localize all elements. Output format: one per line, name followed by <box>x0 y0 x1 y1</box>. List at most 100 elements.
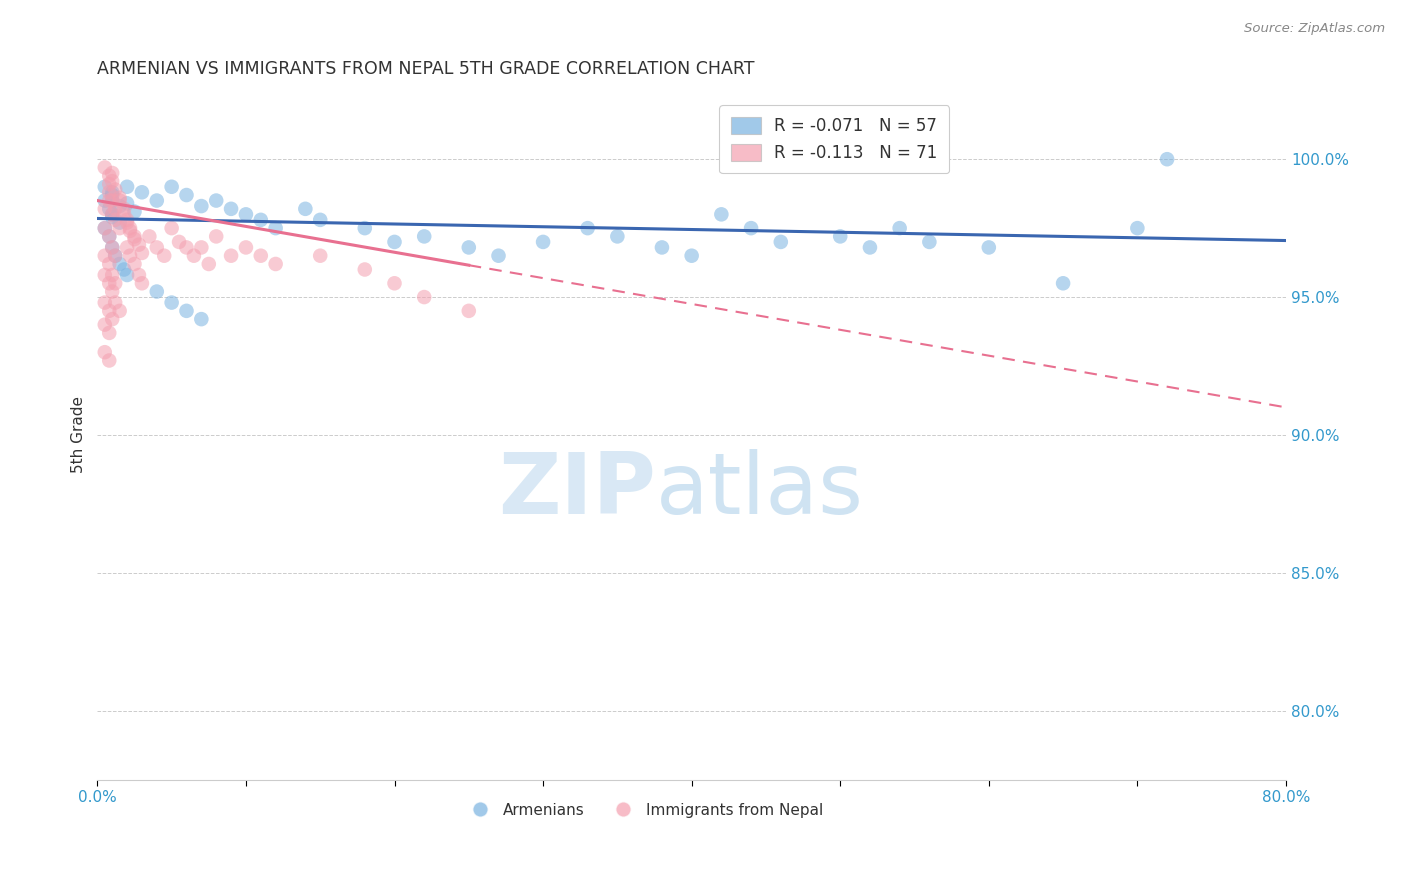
Point <box>94 295 117 310</box>
Point <box>183 249 205 263</box>
Point <box>146 285 169 299</box>
Point <box>219 249 242 263</box>
Point <box>124 229 146 244</box>
Point <box>112 202 135 216</box>
Point <box>101 240 124 254</box>
Point <box>205 229 228 244</box>
Point <box>681 249 703 263</box>
Point <box>94 194 117 208</box>
Point <box>830 229 852 244</box>
Point <box>457 240 479 254</box>
Point <box>108 216 131 230</box>
Point <box>101 194 124 208</box>
Point <box>115 240 138 254</box>
Point <box>101 194 124 208</box>
Point <box>249 212 271 227</box>
Point <box>101 186 124 200</box>
Point <box>160 221 183 235</box>
Point <box>264 257 287 271</box>
Point <box>205 194 228 208</box>
Point <box>309 249 332 263</box>
Point <box>118 221 141 235</box>
Point <box>131 186 153 200</box>
Point <box>101 285 124 299</box>
Point <box>98 229 121 244</box>
Point <box>101 240 124 254</box>
Point <box>118 224 141 238</box>
Point <box>124 204 146 219</box>
Point <box>104 249 127 263</box>
Legend: Armenians, Immigrants from Nepal: Armenians, Immigrants from Nepal <box>458 797 830 823</box>
Point <box>190 199 212 213</box>
Point <box>146 240 169 254</box>
Point <box>108 191 131 205</box>
Point <box>115 196 138 211</box>
Point <box>108 303 131 318</box>
Point <box>1052 277 1074 291</box>
Point <box>104 202 127 216</box>
Point <box>1156 152 1178 166</box>
Point <box>413 229 436 244</box>
Point <box>94 221 117 235</box>
Point <box>124 257 146 271</box>
Point <box>94 249 117 263</box>
Text: ZIP: ZIP <box>498 449 657 532</box>
Point <box>176 240 198 254</box>
Point <box>235 240 257 254</box>
Point <box>98 326 121 340</box>
Point <box>128 237 150 252</box>
Point <box>94 202 117 216</box>
Point <box>197 257 219 271</box>
Point <box>353 262 375 277</box>
Point <box>167 235 190 249</box>
Point <box>98 353 121 368</box>
Point <box>108 257 131 271</box>
Point <box>576 221 599 235</box>
Point <box>94 221 117 235</box>
Point <box>309 212 332 227</box>
Point <box>249 249 271 263</box>
Point <box>101 268 124 282</box>
Point <box>889 221 911 235</box>
Point <box>160 179 183 194</box>
Point <box>457 303 479 318</box>
Point <box>94 345 117 359</box>
Point <box>146 194 169 208</box>
Point <box>101 207 124 221</box>
Point <box>104 212 127 227</box>
Point <box>219 202 242 216</box>
Point <box>101 210 124 224</box>
Point <box>606 229 628 244</box>
Point <box>104 295 127 310</box>
Point <box>124 232 146 246</box>
Point <box>769 235 792 249</box>
Point <box>131 277 153 291</box>
Point <box>160 295 183 310</box>
Point <box>101 166 124 180</box>
Point <box>918 235 941 249</box>
Point <box>118 249 141 263</box>
Point <box>101 312 124 326</box>
Point <box>104 182 127 196</box>
Point <box>710 207 733 221</box>
Y-axis label: 5th Grade: 5th Grade <box>72 396 86 474</box>
Point <box>740 221 762 235</box>
Point <box>104 277 127 291</box>
Point <box>294 202 316 216</box>
Point <box>108 194 131 208</box>
Point <box>94 318 117 332</box>
Point <box>98 186 121 200</box>
Point <box>112 207 135 221</box>
Point <box>104 249 127 263</box>
Point <box>176 303 198 318</box>
Point <box>94 179 117 194</box>
Point <box>153 249 176 263</box>
Point <box>353 221 375 235</box>
Point <box>98 257 121 271</box>
Point <box>98 169 121 183</box>
Point <box>115 212 138 227</box>
Point <box>98 229 121 244</box>
Point <box>98 303 121 318</box>
Point <box>115 216 138 230</box>
Point <box>859 240 882 254</box>
